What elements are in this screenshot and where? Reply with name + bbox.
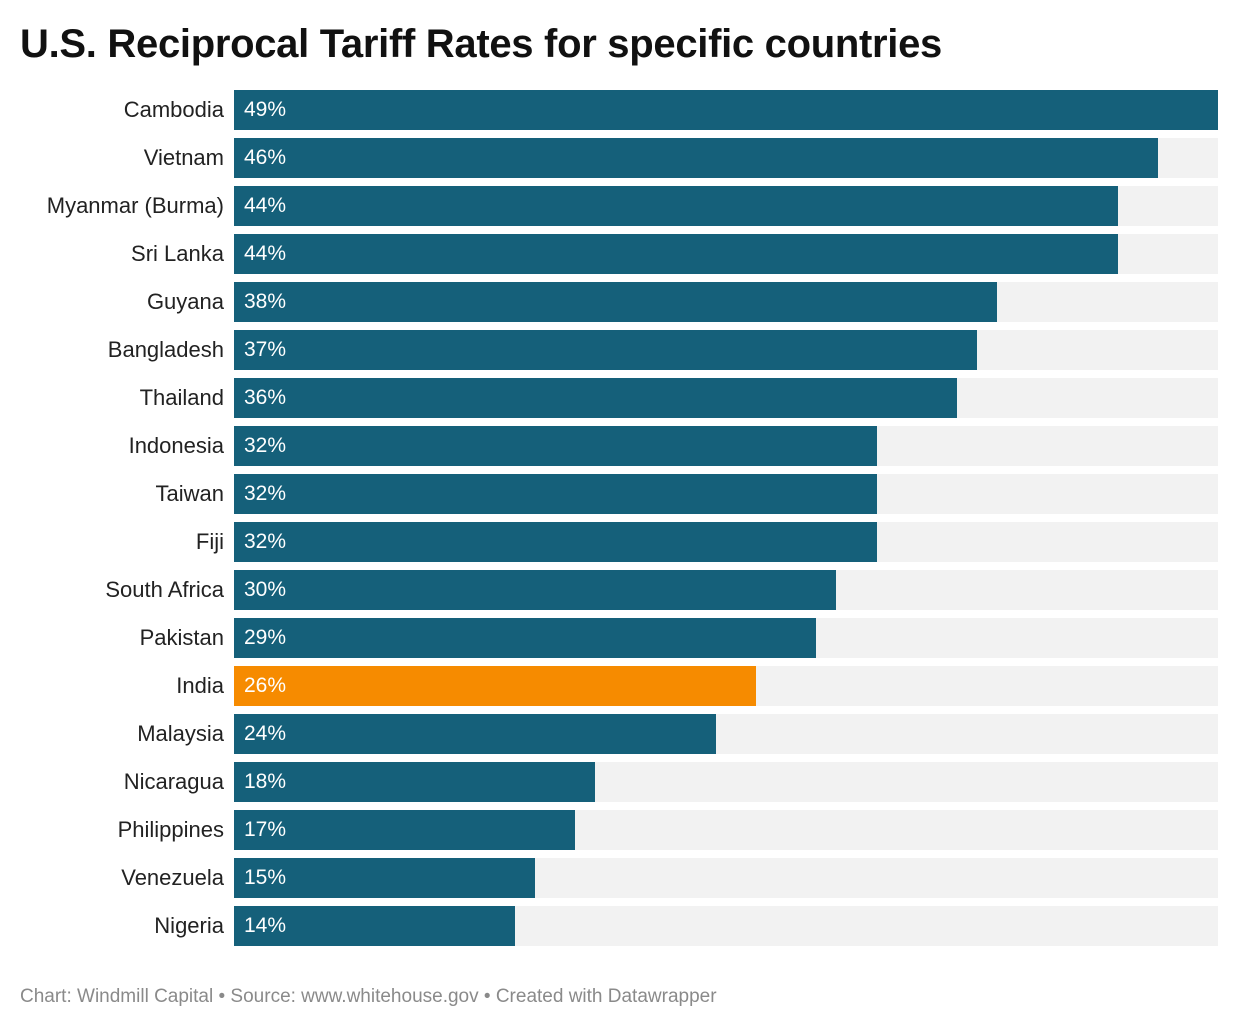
bar-row: Taiwan 32% [0,474,1240,514]
category-label: Philippines [117,817,224,842]
bar [234,522,877,562]
bar-value-label: 29% [244,626,287,649]
bar-track: 14% [234,906,1218,946]
bar [234,90,1218,130]
bar [234,474,877,514]
bar-value-label: 18% [244,770,287,793]
bar-track: 18% [234,762,1218,802]
bar [234,666,757,706]
bar-row: Philippines 17% [0,810,1240,850]
bar-track: 44% [234,234,1218,274]
category-label: Thailand [139,385,224,410]
bar-value-label: 14% [244,914,287,937]
bar-row: India 26% [0,666,1240,706]
bar-row: Indonesia 32% [0,426,1240,466]
bar-row: South Africa 30% [0,570,1240,610]
bar [234,762,596,802]
bar-track: 49% [234,90,1218,130]
category-label: Taiwan [155,481,224,506]
bar [234,282,998,322]
category-label: Nigeria [154,913,224,938]
category-label: Guyana [146,289,224,314]
bar-track: 17% [234,810,1218,850]
bar-row: Bangladesh 37% [0,330,1240,370]
bar-value-label: 32% [244,530,287,553]
bar-value-label: 46% [244,146,287,169]
bar-row: Malaysia 24% [0,714,1240,754]
bar-chart: Cambodia 49% Vietnam 46% Myanmar (Burma) 44% S… [0,90,1240,950]
bar-value-label: 38% [244,290,287,313]
category-label: Malaysia [137,721,224,746]
bar [234,906,516,946]
category-label: Pakistan [139,625,224,650]
bar-track: 32% [234,474,1218,514]
bar-row: Nigeria 14% [0,906,1240,946]
chart-title: U.S. Reciprocal Tariff Rates for specifi… [20,22,943,66]
bar-track: 15% [234,858,1218,898]
category-label: Nicaragua [123,769,224,794]
bar [234,618,817,658]
category-label: Cambodia [123,97,224,122]
bar-track: 38% [234,282,1218,322]
bar-row: Guyana 38% [0,282,1240,322]
bar [234,378,957,418]
bar-row: Cambodia 49% [0,90,1240,130]
bar-row: Venezuela 15% [0,858,1240,898]
bar-value-label: 44% [244,242,287,265]
bar-value-label: 36% [244,386,287,409]
category-label: Myanmar (Burma) [46,193,224,218]
bar-row: Vietnam 46% [0,138,1240,178]
bar-value-label: 32% [244,482,287,505]
bar-value-label: 30% [244,578,287,601]
bar-row: Sri Lanka 44% [0,234,1240,274]
bar [234,186,1118,226]
bar-value-label: 24% [244,722,287,745]
bar-track: 32% [234,522,1218,562]
category-label: India [176,673,224,698]
bar-track: 30% [234,570,1218,610]
bar-value-label: 26% [244,674,287,697]
bar-value-label: 37% [244,338,287,361]
bar-value-label: 32% [244,434,287,457]
category-label: Vietnam [143,145,224,170]
bar-track: 36% [234,378,1218,418]
bar-track: 37% [234,330,1218,370]
bar [234,234,1118,274]
bar-track: 32% [234,426,1218,466]
bar [234,330,978,370]
bar-track: 44% [234,186,1218,226]
bar-row: Myanmar (Burma) 44% [0,186,1240,226]
category-label: Bangladesh [107,337,224,362]
category-label: Sri Lanka [131,241,224,266]
bar-value-label: 44% [244,194,287,217]
bar [234,570,837,610]
category-label: South Africa [105,577,224,602]
chart-footer-credit: Chart: Windmill Capital • Source: www.wh… [20,986,717,1007]
bar-row: Pakistan 29% [0,618,1240,658]
bar [234,858,536,898]
bar-track: 46% [234,138,1218,178]
category-label: Indonesia [128,433,224,458]
bar-row: Thailand 36% [0,378,1240,418]
bar-row: Nicaragua 18% [0,762,1240,802]
bar-track: 29% [234,618,1218,658]
bar-track: 26% [234,666,1218,706]
bar [234,714,716,754]
bar-value-label: 17% [244,818,287,841]
bar [234,810,576,850]
bar-track: 24% [234,714,1218,754]
bar-value-label: 15% [244,866,287,889]
category-label: Venezuela [121,865,224,890]
bar [234,426,877,466]
bar-row: Fiji 32% [0,522,1240,562]
category-label: Fiji [195,529,224,554]
bar-value-label: 49% [244,98,287,121]
bar [234,138,1158,178]
